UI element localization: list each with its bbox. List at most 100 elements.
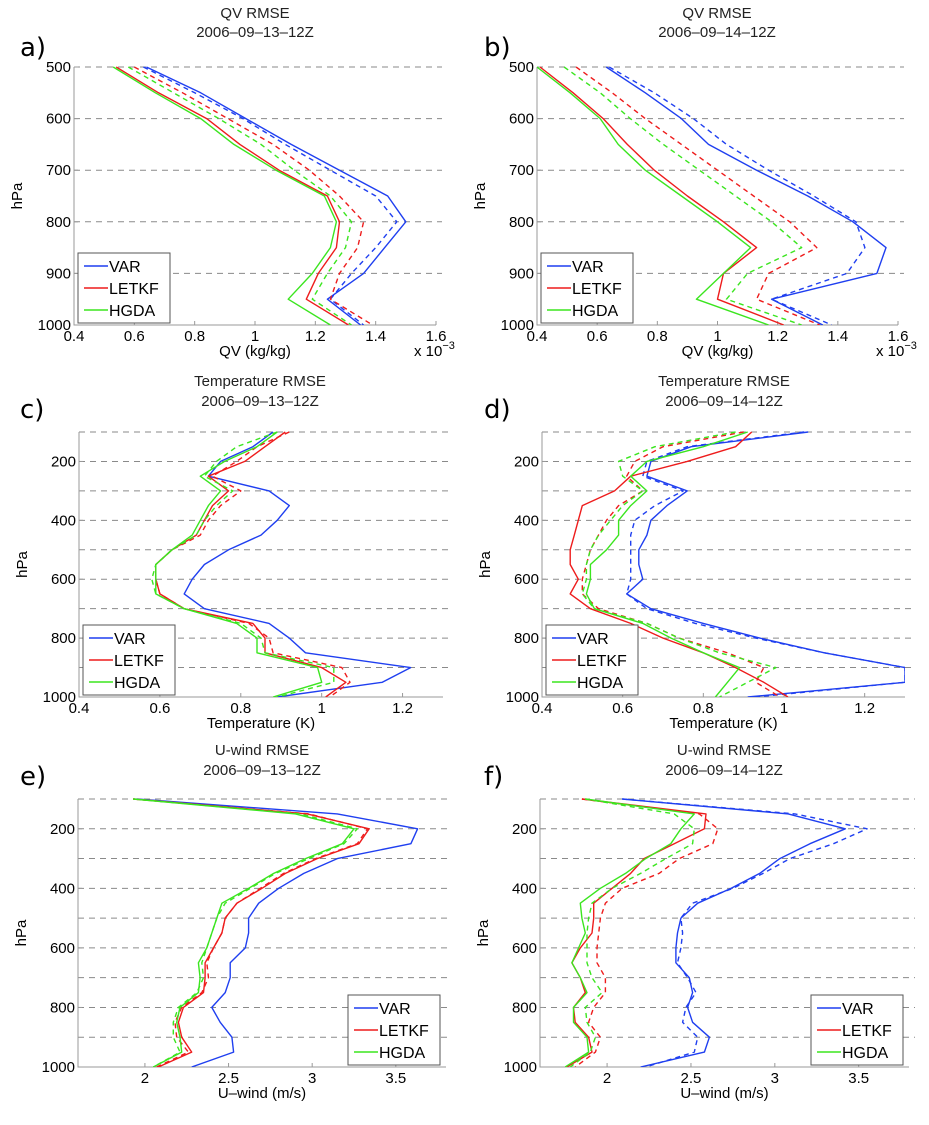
- y-tick-label: 800: [51, 630, 76, 647]
- series-line-var-solid: [146, 66, 407, 325]
- y-axis-label: hPa: [13, 919, 30, 946]
- legend-label-letkf: LETKF: [109, 281, 159, 298]
- x-axis-label: QV (kg/kg): [219, 343, 291, 360]
- x-tick-label: 2: [141, 1070, 149, 1087]
- x-scale-note: x 10−3: [414, 340, 455, 360]
- y-tick-label: 700: [509, 162, 534, 179]
- x-tick-label: 1.4: [827, 328, 848, 345]
- y-tick-label: 500: [509, 59, 534, 76]
- y-tick-label: 700: [46, 162, 71, 179]
- y-axis-label: hPa: [475, 919, 492, 946]
- legend-label-var: VAR: [379, 1001, 411, 1018]
- y-axis-label: hPa: [9, 182, 26, 209]
- chart-title: QV RMSE: [220, 5, 289, 22]
- x-tick-label: 1: [317, 700, 325, 717]
- legend-label-hgda: HGDA: [379, 1045, 426, 1062]
- x-tick-label: 0.8: [693, 700, 714, 717]
- x-tick-label: 0.8: [184, 328, 205, 345]
- panel-a: a) QV RMSE 2006–09–13–12Z 0.4 0.6 0.8 1 1.2 1.4 1…: [9, 5, 455, 360]
- panel-letter: e): [20, 762, 46, 792]
- series-line-letkf-solid: [155, 431, 347, 697]
- series-line-var-dashed: [622, 798, 868, 1067]
- legend-label-hgda: HGDA: [572, 303, 619, 320]
- x-axis-label: Temperature (K): [207, 715, 315, 732]
- series-line-hgda-dashed: [133, 798, 358, 1067]
- chart-title: U-wind RMSE: [677, 742, 771, 759]
- series-line-hgda-solid: [537, 66, 769, 325]
- legend-label-letkf: LETKF: [114, 653, 164, 670]
- series-line-letkf-solid: [133, 798, 370, 1067]
- legend: VAR LETKF HGDA: [810, 994, 904, 1066]
- series-line-var-solid: [626, 431, 905, 697]
- legend-label-var: VAR: [842, 1001, 874, 1018]
- series-line-letkf-dashed: [133, 798, 369, 1067]
- y-tick-label: 400: [51, 512, 76, 529]
- chart-subtitle: 2006–09–14–12Z: [665, 762, 783, 779]
- legend: VAR LETKF HGDA: [347, 994, 441, 1066]
- panel-e: e) U-wind RMSE 2006–09–13–12Z 2 2.5 3 3.5 200 40…: [13, 742, 452, 1102]
- panel-c: c) Temperature RMSE 2006–09–13–12Z 0.4 0.6 0.…: [14, 373, 449, 732]
- legend-label-letkf: LETKF: [577, 653, 627, 670]
- y-tick-label: 800: [46, 214, 71, 231]
- x-tick-label: 0.4: [64, 328, 85, 345]
- chart-title: Temperature RMSE: [194, 373, 326, 390]
- legend-label-hgda: HGDA: [842, 1045, 889, 1062]
- panel-letter: f): [484, 762, 503, 792]
- panel-letter: a): [20, 33, 46, 63]
- legend-label-letkf: LETKF: [842, 1023, 892, 1040]
- chart-subtitle: 2006–09–13–12Z: [201, 393, 319, 410]
- x-tick-label: 3.5: [848, 1070, 869, 1087]
- legend-label-hgda: HGDA: [577, 675, 624, 692]
- y-tick-label: 600: [514, 571, 539, 588]
- x-scale-note: x 10−3: [876, 340, 917, 360]
- series-group: [133, 798, 419, 1067]
- x-tick-label: 1.2: [305, 328, 326, 345]
- legend: VAR LETKF HGDA: [545, 624, 639, 696]
- y-tick-label: 1000: [504, 1059, 537, 1076]
- x-tick-label: 3: [308, 1070, 316, 1087]
- y-tick-label: 800: [50, 999, 75, 1016]
- legend-label-var: VAR: [572, 259, 604, 276]
- series-line-hgda-dashed: [569, 798, 695, 1067]
- x-tick-label: 0.6: [612, 700, 633, 717]
- y-tick-label: 1000: [506, 689, 539, 706]
- x-axis-label: QV (kg/kg): [682, 343, 754, 360]
- y-tick-label: 800: [512, 999, 537, 1016]
- series-line-hgda-solid: [112, 66, 338, 325]
- series-group: [569, 431, 905, 697]
- series-line-var-dashed: [608, 66, 866, 325]
- series-line-letkf-dashed: [575, 66, 821, 325]
- y-tick-label: 1000: [42, 1059, 75, 1076]
- y-tick-label: 200: [512, 821, 537, 838]
- x-tick-label: 1: [780, 700, 788, 717]
- legend-label-hgda: HGDA: [109, 303, 156, 320]
- series-group: [537, 66, 887, 325]
- series-line-letkf-solid: [539, 66, 784, 325]
- x-tick-label: 0.4: [527, 328, 548, 345]
- y-tick-label: 400: [50, 880, 75, 897]
- x-tick-label: 2.5: [218, 1070, 239, 1087]
- series-line-var-solid: [622, 798, 846, 1067]
- legend-label-letkf: LETKF: [379, 1023, 429, 1040]
- x-tick-label: 2: [603, 1070, 611, 1087]
- y-tick-label: 400: [514, 512, 539, 529]
- x-tick-label: 2.5: [681, 1070, 702, 1087]
- legend: VAR LETKF HGDA: [77, 252, 171, 324]
- series-line-letkf-dashed: [581, 431, 781, 697]
- legend-label-var: VAR: [109, 259, 141, 276]
- y-tick-label: 200: [514, 453, 539, 470]
- panel-letter: c): [20, 395, 44, 425]
- y-tick-label: 400: [512, 880, 537, 897]
- x-tick-label: 1: [251, 328, 259, 345]
- legend-label-var: VAR: [577, 631, 609, 648]
- series-line-hgda-solid: [585, 431, 748, 697]
- chart-subtitle: 2006–09–14–12Z: [665, 393, 783, 410]
- x-tick-label: 0.8: [230, 700, 251, 717]
- x-tick-label: 3.5: [385, 1070, 406, 1087]
- chart-title: QV RMSE: [682, 5, 751, 22]
- series-line-letkf-solid: [115, 66, 349, 325]
- legend: VAR LETKF HGDA: [540, 252, 634, 324]
- x-axis-label: Temperature (K): [669, 715, 777, 732]
- x-tick-label: 1.6: [888, 328, 909, 345]
- y-tick-label: 600: [51, 571, 76, 588]
